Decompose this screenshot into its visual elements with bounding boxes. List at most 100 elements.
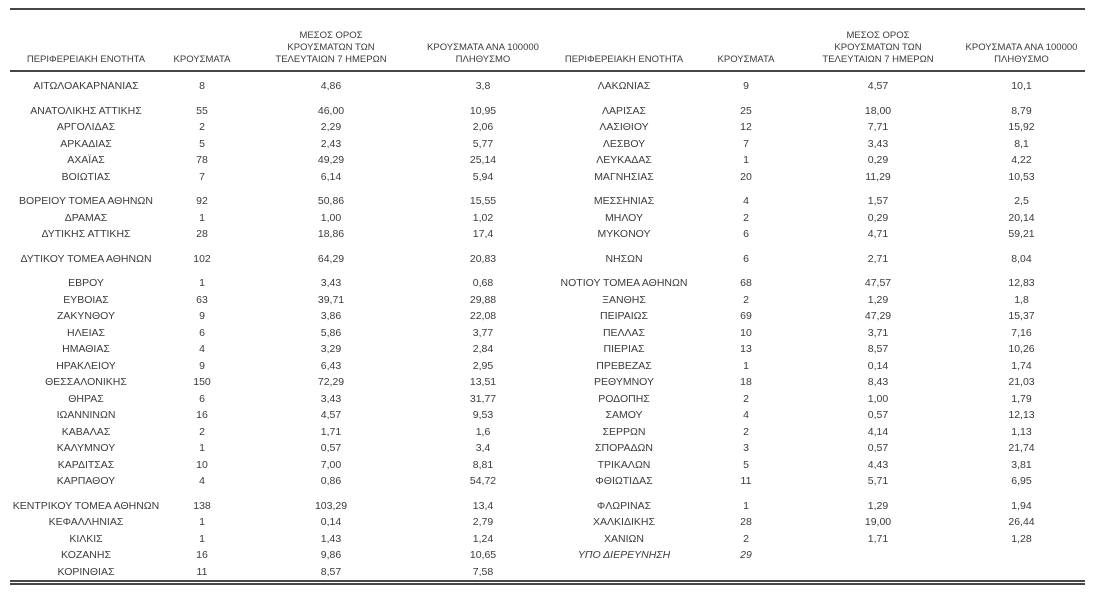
cases-cell: 12 (740, 121, 752, 133)
per100k-cell: 22,08 (469, 310, 497, 322)
column-gap (546, 210, 554, 227)
cases-cell: 7 (199, 170, 205, 183)
cases-cell: 10 (740, 326, 752, 339)
cases-cell: 68 (740, 277, 752, 289)
per100k-cell: 21,03 (1008, 376, 1035, 388)
region-cell: ΚΕΝΤΡΙΚΟΥ ΤΟΜΕΑ ΑΘΗΝΩΝ (12, 499, 160, 512)
column-gap (546, 325, 554, 342)
avg7-cell: 9,86 (320, 549, 342, 561)
cases-cell: 1 (199, 442, 205, 454)
table-row: ΕΒΡΟΥ 1 3,43 0,68 ΝΟΤΙΟΥ ΤΟΜΕΑ ΑΘΗΝΩΝ 68 47,57… (10, 275, 1085, 292)
column-gap (546, 169, 554, 186)
region-cell: ΣΕΡΡΩΝ (602, 425, 646, 438)
column-gap (546, 514, 554, 531)
avg7-cell: 39,71 (317, 293, 345, 306)
cases-cell: 6 (199, 326, 205, 339)
avg7-cell: 1,43 (320, 532, 342, 545)
avg7-cell: 11,29 (865, 170, 891, 183)
region-cell: ΒΟΡΕΙΟΥ ΤΟΜΕΑ ΑΘΗΝΩΝ (19, 195, 153, 207)
cases-by-region-table: ΠΕΡΙΦΕΡΕΙΑΚΗ ΕΝΟΤΗΤΑ ΚΡΟΥΣΜΑΤΑ ΜΕΣΟΣ ΟΡΟ… (10, 8, 1085, 585)
per100k-cell: 4,22 (1011, 154, 1032, 166)
per100k-cell: 1,24 (472, 532, 494, 545)
table-row: ΑΝΑΤΟΛΙΚΗΣ ΑΤΤΙΚΗΣ 55 46,00 10,95 ΛΑΡΙΣΑΣ 25 1… (10, 103, 1085, 120)
col-header-region-left-label: ΠΕΡΙΦΕΡΕΙΑΚΗ ΕΝΟΤΗΤΑ (26, 54, 146, 66)
region-cell: ΛΕΣΒΟΥ (602, 137, 646, 150)
group-spacer (10, 95, 1085, 103)
column-gap (546, 308, 554, 325)
region-cell: ΜΕΣΣΗΝΙΑΣ (593, 195, 655, 207)
avg7-cell: 8,57 (320, 565, 342, 578)
per100k-cell: 59,21 (1008, 228, 1035, 240)
avg7-cell: 2,43 (320, 137, 342, 150)
cases-cell: 9 (199, 359, 205, 372)
column-gap (546, 531, 554, 548)
avg7-cell: 1,71 (320, 425, 342, 438)
region-cell: ΠΡΕΒΕΖΑΣ (596, 359, 652, 372)
table-row: ΙΩΑΝΝΙΝΩΝ 16 4,57 9,53 ΣΑΜΟΥ 4 0,57 12,13 (10, 407, 1085, 424)
region-cell: ΚΑΡΔΙΤΣΑΣ (57, 458, 115, 471)
per100k-cell (958, 564, 1085, 583)
avg7-cell: 47,29 (864, 310, 892, 322)
avg7-cell: 19,00 (864, 516, 892, 528)
avg7-cell: 0,86 (320, 475, 342, 487)
cases-cell: 20 (740, 170, 752, 183)
avg7-cell: 3,86 (320, 310, 342, 322)
avg7-cell: 2,71 (867, 252, 889, 265)
group-spacer-cell (10, 243, 1085, 251)
cases-cell: 18 (740, 376, 752, 388)
cases-cell: 4 (199, 343, 205, 355)
per100k-cell: 5,77 (472, 137, 494, 150)
per100k-cell: 1,13 (1011, 425, 1032, 438)
region-cell: ΡΟΔΟΠΗΣ (598, 392, 650, 405)
cases-cell: 1 (743, 499, 749, 512)
cases-cell: 8 (199, 80, 205, 92)
group-spacer-cell (10, 185, 1085, 193)
column-gap (546, 374, 554, 391)
table-row: ΚΑΒΑΛΑΣ 2 1,71 1,6 ΣΕΡΡΩΝ 2 4,14 1,13 (10, 424, 1085, 441)
per100k-cell: 25,14 (469, 154, 497, 166)
region-cell: ΜΗΛΟΥ (605, 211, 643, 224)
avg7-cell: 6,14 (320, 170, 342, 183)
lead-spacer-cell (10, 71, 1085, 78)
region-cell: ΑΡΚΑΔΙΑΣ (60, 137, 112, 150)
region-cell: ΛΕΥΚΑΔΑΣ (596, 154, 652, 166)
avg7-cell: 8,43 (867, 376, 889, 388)
region-cell: ΔΥΤΙΚΗΣ ΑΤΤΙΚΗΣ (41, 228, 131, 240)
cases-cell: 28 (196, 228, 208, 240)
cases-cell: 11 (196, 565, 208, 578)
cases-cell: 6 (199, 392, 205, 405)
table-row: ΚΙΛΚΙΣ 1 1,43 1,24 ΧΑΝΙΩΝ 2 1,71 1,28 (10, 531, 1085, 548)
region-cell: ΚΟΖΑΝΗΣ (61, 549, 111, 561)
cases-cell: 28 (740, 516, 752, 528)
col-header-per100k-right: ΚΡΟΥΣΜΑΤΑ ΑΝΑ 100000 ΠΛΗΘΥΣΜΟ (958, 9, 1085, 72)
cases-cell: 1 (199, 532, 205, 545)
table-row: ΗΜΑΘΙΑΣ 4 3,29 2,84 ΠΙΕΡΙΑΣ 13 8,57 10,26 (10, 341, 1085, 358)
cases-cell: 1 (743, 154, 749, 166)
cases-cell: 7 (743, 137, 749, 150)
avg7-cell: 4,57 (867, 80, 889, 92)
region-cell: ΕΥΒΟΙΑΣ (63, 293, 109, 306)
table-row: ΖΑΚΥΝΘΟΥ 9 3,86 22,08 ΠΕΙΡΑΙΩΣ 69 47,29 15,37 (10, 308, 1085, 325)
table-row: ΑΡΚΑΔΙΑΣ 5 2,43 5,77 ΛΕΣΒΟΥ 7 3,43 8,1 (10, 136, 1085, 153)
region-cell: ΣΑΜΟΥ (605, 409, 643, 421)
col-header-per100k-left-label: ΚΡΟΥΣΜΑΤΑ ΑΝΑ 100000 ΠΛΗΘΥΣΜΟ (427, 42, 539, 66)
per100k-cell: 3,4 (475, 442, 491, 454)
avg7-cell: 4,14 (867, 425, 889, 438)
cases-cell: 25 (740, 104, 752, 117)
table-row: ΑΙΤΩΛΟΑΚΑΡΝΑΝΙΑΣ 8 4,86 3,8 ΛΑΚΩΝΙΑΣ 9 4,57 10,… (10, 78, 1085, 95)
table-row: ΒΟΡΕΙΟΥ ΤΟΜΕΑ ΑΘΗΝΩΝ 92 50,86 15,55 ΜΕΣΣΗΝΙΑ… (10, 193, 1085, 210)
cases-cell: 11 (740, 475, 752, 487)
per100k-cell: 7,16 (1011, 326, 1032, 339)
cases-cell: 1 (199, 211, 205, 224)
cases-cell: 3 (743, 442, 749, 454)
region-cell: ΡΕΘΥΜΝΟΥ (593, 376, 654, 388)
region-cell: ΕΒΡΟΥ (68, 277, 104, 289)
per100k-cell: 8,79 (1011, 104, 1032, 117)
avg7-cell: 0,29 (867, 154, 889, 166)
region-cell: ΖΑΚΥΝΘΟΥ (56, 310, 115, 322)
per100k-cell: 10,53 (1008, 170, 1035, 183)
column-gap (546, 424, 554, 441)
per100k-cell: 31,77 (469, 392, 497, 405)
col-header-avg7-left: ΜΕΣΟΣ ΟΡΟΣ ΚΡΟΥΣΜΑΤΩΝ ΤΩΝ ΤΕΛΕΥΤΑΙΩΝ 7 Η… (242, 9, 420, 72)
column-gap (546, 251, 554, 268)
